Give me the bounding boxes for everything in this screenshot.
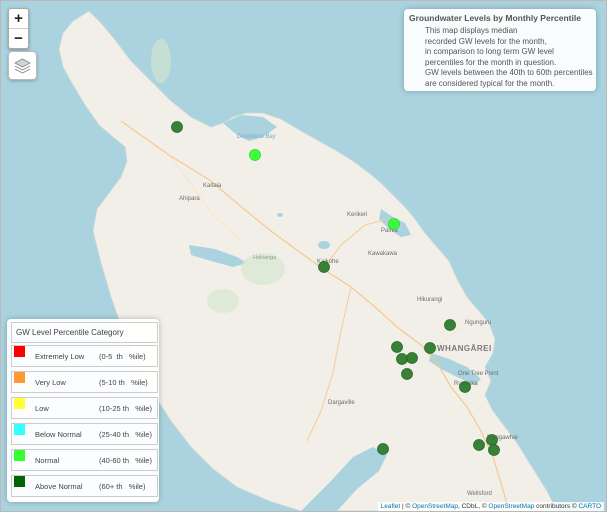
state-highway	[120, 120, 510, 511]
site-marker[interactable]	[424, 342, 436, 354]
site-marker[interactable]	[391, 341, 403, 353]
label-ngunguru: Ngunguru	[465, 320, 491, 326]
northland-landmass	[58, 10, 558, 511]
label-mangawhai: Mangawhai	[487, 435, 518, 441]
site-marker[interactable]	[318, 261, 330, 273]
attribution-text: , CDbL, ©	[457, 503, 489, 510]
label-kaikohe: Kaikohe	[317, 259, 339, 265]
legend-range: (10-25 th %ile)	[99, 404, 152, 413]
label-doubtless-bay: Doubtless Bay	[237, 134, 277, 140]
whangarei-harbour	[429, 353, 481, 385]
kaipara-harbour	[301, 447, 387, 511]
legend-range: (5-10 th %ile)	[99, 378, 148, 387]
legend-panel: GW Level Percentile Category Extremely L…	[7, 319, 159, 502]
label-paihia: Paihia	[381, 228, 398, 234]
info-description: This map displays median recorded GW lev…	[409, 26, 593, 89]
legend-range: (60+ th %ile)	[99, 482, 146, 491]
attribution-text: contributors ©	[534, 503, 579, 510]
legend-item-very-low: Very Low (5-10 th %ile)	[11, 371, 158, 393]
legend-label: Below Normal	[35, 430, 82, 439]
site-markers	[171, 121, 500, 456]
label-ahipara: Ahipara	[179, 196, 200, 202]
site-marker[interactable]	[444, 319, 456, 331]
info-title: Groundwater Levels by Monthly Percentile	[409, 13, 581, 23]
swatch-very-low	[14, 372, 25, 383]
info-line: percentiles for the month in question.	[425, 57, 557, 67]
lake	[277, 213, 283, 217]
layers-icon	[14, 58, 31, 74]
legend-label: Low	[35, 404, 49, 413]
forest	[207, 289, 239, 313]
legend-item-extremely-low: Extremely Low (0-5 th %ile)	[11, 345, 158, 367]
site-marker[interactable]	[401, 368, 413, 380]
info-panel: Groundwater Levels by Monthly Percentile…	[404, 9, 596, 91]
forest	[241, 253, 285, 285]
legend-title: GW Level Percentile Category	[11, 322, 158, 343]
osm-link-2[interactable]: OpenStreetMap	[488, 503, 535, 510]
doubtless-bay-water	[223, 115, 277, 141]
swatch-low	[14, 398, 25, 409]
swatch-below-normal	[14, 424, 25, 435]
map-attribution: Leaflet | © OpenStreetMap, CDbL, © OpenS…	[377, 502, 604, 511]
legend-item-below-normal: Below Normal (25-40 th %ile)	[11, 423, 158, 445]
attribution-text: | ©	[400, 503, 413, 510]
leaflet-link[interactable]: Leaflet	[380, 503, 401, 510]
label-one-tree-point: One Tree Point	[458, 371, 499, 377]
site-marker[interactable]	[377, 443, 389, 455]
forest	[151, 39, 171, 83]
legend-label: Normal	[35, 456, 60, 465]
carto-link[interactable]: CARTO	[578, 503, 601, 510]
site-marker[interactable]	[171, 121, 183, 133]
label-kerikeri: Kerikeri	[347, 212, 367, 218]
legend-label: Extremely Low	[35, 352, 85, 361]
info-line: This map displays median	[425, 26, 518, 35]
swatch-normal	[14, 450, 25, 461]
site-marker[interactable]	[396, 353, 408, 365]
legend-label: Very Low	[35, 378, 66, 387]
info-line: recorded GW levels for the month,	[425, 36, 547, 46]
legend-range: (0-5 th %ile)	[99, 352, 146, 361]
site-marker[interactable]	[488, 444, 500, 456]
swatch-extremely-low	[14, 346, 25, 357]
site-marker[interactable]	[249, 149, 261, 161]
site-marker[interactable]	[459, 381, 471, 393]
site-marker[interactable]	[406, 352, 418, 364]
zoom-out-button[interactable]: −	[14, 30, 23, 47]
legend-item-normal: Normal (40-60 th %ile)	[11, 449, 158, 471]
zoom-control: + −	[8, 8, 29, 49]
site-marker[interactable]	[486, 434, 498, 446]
road	[430, 318, 472, 352]
osm-link[interactable]: OpenStreetMap	[412, 503, 458, 510]
hokianga-harbour	[189, 245, 247, 267]
label-wellsford: Wellsford	[467, 491, 492, 497]
label-hokianga: Hokianga	[253, 255, 277, 261]
site-marker[interactable]	[473, 439, 485, 451]
info-line: in comparison to long term GW level	[425, 47, 554, 56]
lake-omapere	[318, 241, 330, 249]
legend-item-above-normal: Above Normal (60+ th %ile)	[11, 475, 158, 497]
info-line: GW levels between the 40th to 60th perce…	[425, 68, 593, 77]
label-kawakawa: Kawakawa	[368, 251, 398, 257]
road	[168, 154, 242, 242]
zoom-in-button[interactable]: +	[9, 9, 28, 29]
swatch-above-normal	[14, 476, 25, 487]
legend-item-low: Low (10-25 th %ile)	[11, 397, 158, 419]
road	[306, 286, 352, 442]
legend-range: (40-60 th %ile)	[99, 456, 152, 465]
layers-button[interactable]	[8, 51, 37, 80]
label-whangarei: WHANGĀREI	[437, 344, 492, 353]
legend-label: Above Normal	[35, 482, 83, 491]
info-line: are considered typical for the month.	[425, 78, 555, 88]
road	[322, 218, 390, 270]
label-dargaville: Dargaville	[328, 400, 355, 406]
legend-range: (25-40 th %ile)	[99, 430, 152, 439]
site-marker[interactable]	[388, 218, 400, 230]
label-kaitaia: Kaitaia	[203, 183, 222, 189]
label-hikurangi: Hikurangi	[417, 297, 442, 303]
